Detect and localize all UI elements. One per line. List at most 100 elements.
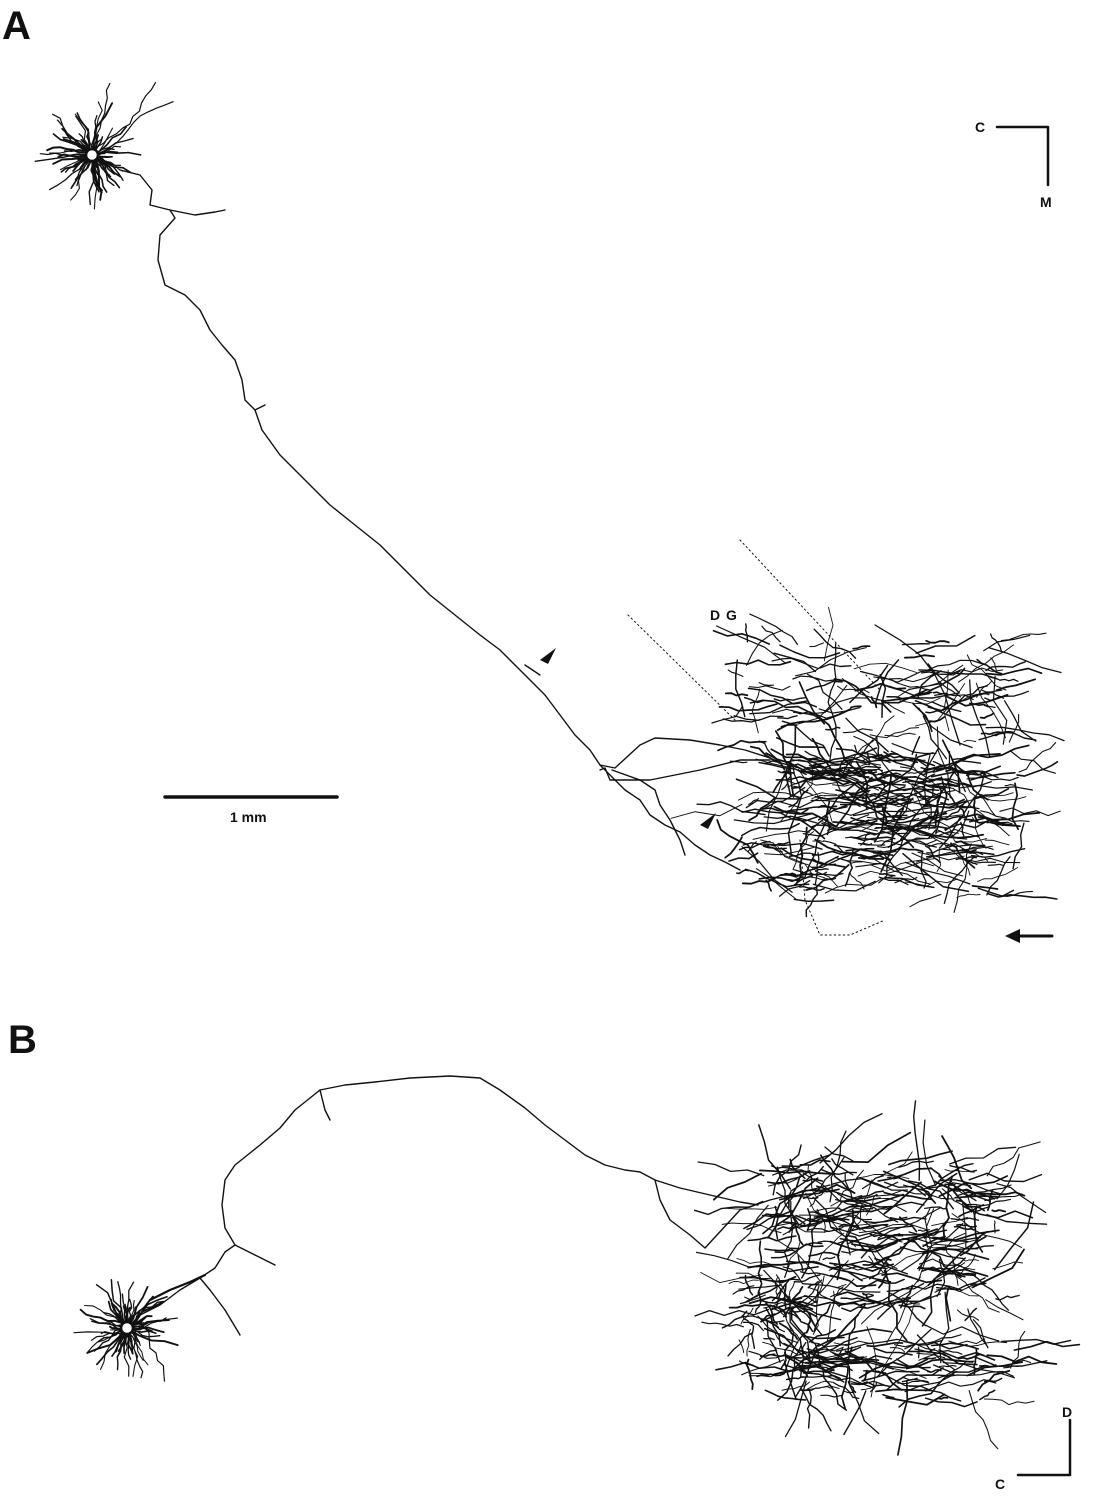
neurite-segment bbox=[909, 893, 942, 908]
neurite-segment bbox=[832, 821, 875, 826]
arrowhead-marker-lower bbox=[700, 813, 716, 829]
neurite-segment bbox=[920, 766, 938, 771]
neurite-segment bbox=[884, 877, 935, 889]
neurite-segment bbox=[802, 1283, 881, 1293]
neurite-segment bbox=[959, 784, 1033, 791]
neurite-segment bbox=[951, 810, 970, 838]
neurite-segment bbox=[1010, 750, 1056, 774]
neurite-segment bbox=[788, 789, 809, 808]
neurite-segment bbox=[743, 1209, 793, 1230]
neurite-segment bbox=[898, 1375, 948, 1408]
neurite-segment bbox=[744, 1294, 766, 1301]
neurite-segment bbox=[970, 848, 1026, 858]
neurite-segment bbox=[745, 1358, 754, 1390]
neurite-segment bbox=[841, 1131, 912, 1163]
neurite-segment bbox=[695, 1251, 768, 1268]
neurite-segment bbox=[784, 855, 839, 878]
neurite-segment bbox=[978, 1364, 997, 1368]
neurite-segment bbox=[940, 667, 1004, 676]
neurite-segment bbox=[91, 154, 121, 189]
neurite-segment bbox=[804, 750, 834, 764]
orientation-a-axes bbox=[995, 125, 1050, 187]
neurite-segment bbox=[744, 623, 749, 643]
neurite-segment bbox=[815, 1285, 820, 1302]
neurite-segment bbox=[931, 701, 962, 713]
panel-b-soma bbox=[119, 1320, 135, 1336]
neurite-segment bbox=[724, 692, 749, 697]
neurite-segment bbox=[919, 826, 937, 830]
neurite-segment bbox=[799, 1261, 863, 1282]
neurite-segment bbox=[1001, 1338, 1072, 1345]
neurite-segment bbox=[825, 726, 841, 731]
neurite-segment bbox=[976, 680, 993, 698]
neurite-segment bbox=[805, 680, 843, 692]
neurite-segment bbox=[992, 1261, 1024, 1270]
neurite-segment bbox=[869, 727, 920, 739]
neurite-segment bbox=[810, 799, 860, 804]
neurite-segment bbox=[894, 876, 918, 884]
neurite-segment bbox=[943, 669, 950, 732]
neurite-segment bbox=[783, 1352, 809, 1378]
neurite-segment bbox=[921, 1278, 936, 1327]
neurite-segment bbox=[820, 1394, 842, 1398]
neurite-segment bbox=[926, 844, 955, 854]
neurite-segment bbox=[817, 1239, 857, 1245]
neurite-segment bbox=[778, 880, 811, 897]
neurite-segment bbox=[931, 785, 951, 790]
neurite-segment bbox=[873, 822, 893, 828]
neurite-segment bbox=[742, 1321, 765, 1332]
neurite-segment bbox=[866, 1341, 904, 1348]
neurite-segment bbox=[790, 1350, 818, 1358]
neurite-segment bbox=[756, 796, 822, 813]
neurite-segment bbox=[917, 1267, 951, 1271]
neurite-segment bbox=[793, 785, 814, 796]
neurite-segment bbox=[852, 645, 871, 650]
neurite-segment bbox=[964, 1307, 978, 1322]
neurite-segment bbox=[909, 840, 937, 848]
neurite-segment bbox=[792, 1286, 804, 1300]
neurite-segment bbox=[860, 1177, 899, 1189]
neurite-segment bbox=[863, 1216, 908, 1224]
neurite-segment bbox=[945, 778, 992, 788]
neurite-segment bbox=[782, 1266, 803, 1284]
neurite-segment bbox=[876, 1328, 932, 1378]
neurite-segment bbox=[126, 1286, 149, 1329]
neurite-segment bbox=[912, 1236, 969, 1244]
neurite-segment bbox=[996, 1153, 1020, 1200]
panel-a-axon-branch bbox=[599, 759, 771, 781]
neurite-segment bbox=[915, 845, 993, 863]
neurite-segment bbox=[837, 685, 870, 694]
neurite-segment bbox=[825, 1359, 853, 1372]
neurite-segment bbox=[983, 1398, 1035, 1406]
panel-a-proximal-branch bbox=[169, 209, 226, 216]
neurite-segment bbox=[784, 1380, 807, 1438]
neurite-segment bbox=[792, 1310, 806, 1313]
neurite-segment bbox=[758, 1169, 832, 1175]
neurite-segment bbox=[962, 857, 997, 864]
neurite-segment bbox=[985, 1299, 1024, 1321]
neurite-segment bbox=[904, 654, 935, 659]
neurite-segment bbox=[949, 1146, 1017, 1165]
neurite-segment bbox=[987, 863, 1004, 866]
neurite-segment bbox=[986, 1354, 1058, 1365]
neurite-segment bbox=[881, 808, 888, 824]
neurite-segment bbox=[808, 1251, 840, 1257]
neurite-segment bbox=[774, 1277, 778, 1295]
neurite-segment bbox=[733, 813, 814, 825]
neurite-segment bbox=[980, 810, 1030, 823]
neurite-segment bbox=[729, 760, 748, 764]
neurite-segment bbox=[903, 1220, 947, 1245]
neurite-segment bbox=[822, 840, 845, 854]
neurite-segment bbox=[947, 782, 971, 787]
neurite-segment bbox=[887, 812, 948, 848]
neurite-segment bbox=[919, 1258, 972, 1273]
neurite-segment bbox=[844, 1173, 853, 1201]
neurite-segment bbox=[898, 1304, 926, 1310]
neurite-segment bbox=[826, 1360, 860, 1370]
neurite-segment bbox=[831, 1177, 909, 1191]
neurite-segment bbox=[922, 1357, 937, 1360]
neurite-segment bbox=[893, 1343, 946, 1357]
neurite-segment bbox=[797, 684, 848, 725]
neurite-segment bbox=[802, 1156, 846, 1200]
neurite-segment bbox=[873, 772, 893, 843]
